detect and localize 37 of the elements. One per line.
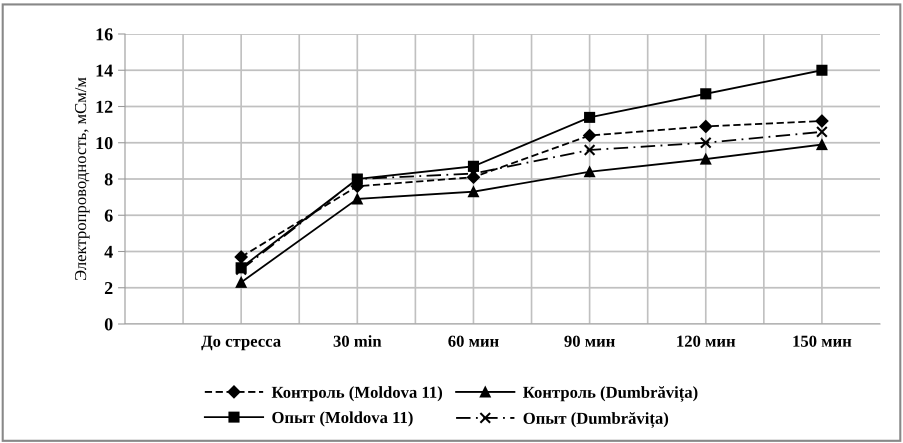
x-tick-label: 150 мин [793, 336, 852, 347]
y-tick-label: 4 [104, 246, 113, 258]
x-tick-label: 30 min [334, 335, 382, 347]
x-tick-label: 60 мин [448, 336, 499, 347]
point [699, 120, 712, 134]
point [700, 136, 712, 149]
point [352, 193, 363, 204]
legend-label: Опыт (Dumbrăvița) [524, 412, 668, 428]
y-tick-label: 14 [96, 64, 113, 77]
y-tick-label: 2 [104, 282, 112, 294]
y-tick-label: 8 [104, 173, 113, 186]
x-tick-label: До стресса [201, 336, 281, 350]
x-tick-label: 120 мин [677, 336, 736, 347]
point [816, 64, 828, 76]
point [815, 114, 829, 128]
y-tick-label: 6 [104, 210, 113, 222]
y-tick-label: 16 [96, 28, 113, 40]
legend-label: Контроль (Dumbrăvița) [523, 386, 698, 402]
point [583, 128, 596, 142]
point [816, 139, 828, 150]
y-axis-title: Электропроводность, мСм/м [74, 77, 90, 280]
point [236, 276, 247, 288]
point [700, 154, 712, 165]
point [816, 126, 828, 138]
point [584, 166, 596, 178]
legend-label: Опыт (Moldova 11) [272, 411, 413, 427]
point [584, 144, 596, 156]
point [584, 112, 596, 123]
legend-label: Контроль (Moldova 11) [272, 386, 442, 402]
x-tick-label: 90 мин [564, 336, 615, 347]
point [468, 186, 480, 198]
point [700, 88, 712, 100]
y-tick-label: 10 [96, 137, 113, 150]
point [235, 264, 248, 276]
y-tick-label: 0 [104, 318, 113, 330]
point [234, 250, 248, 264]
y-tick-label: 12 [96, 100, 112, 113]
